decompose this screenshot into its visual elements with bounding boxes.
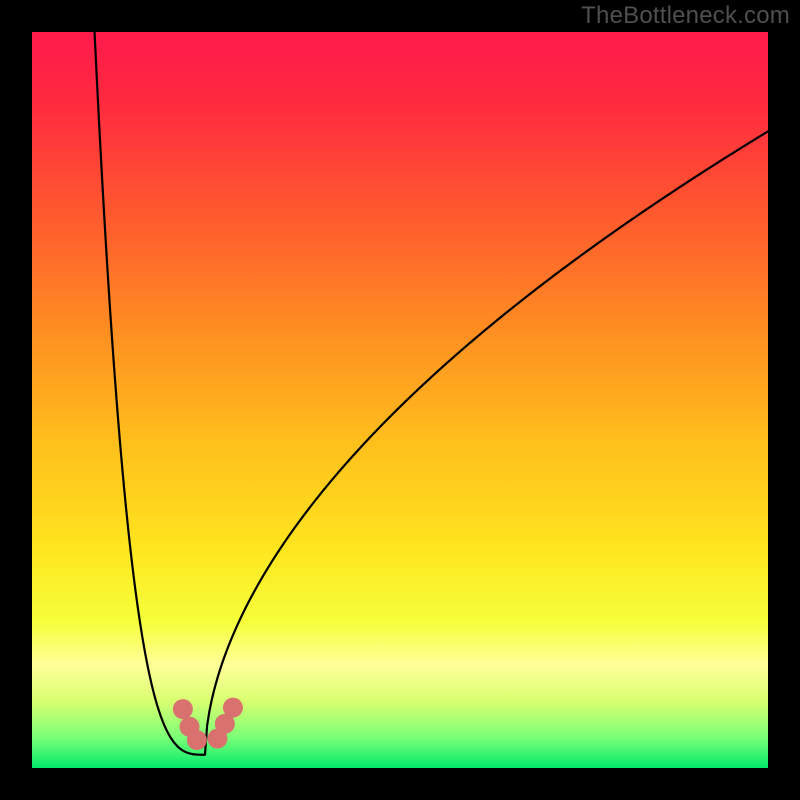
bottleneck-curve-chart (0, 0, 800, 800)
curve-marker (223, 698, 243, 718)
chart-stage: TheBottleneck.com (0, 0, 800, 800)
gradient-panel (32, 32, 768, 768)
curve-marker (187, 730, 207, 750)
attribution-label: TheBottleneck.com (581, 2, 790, 30)
curve-marker (173, 699, 193, 719)
